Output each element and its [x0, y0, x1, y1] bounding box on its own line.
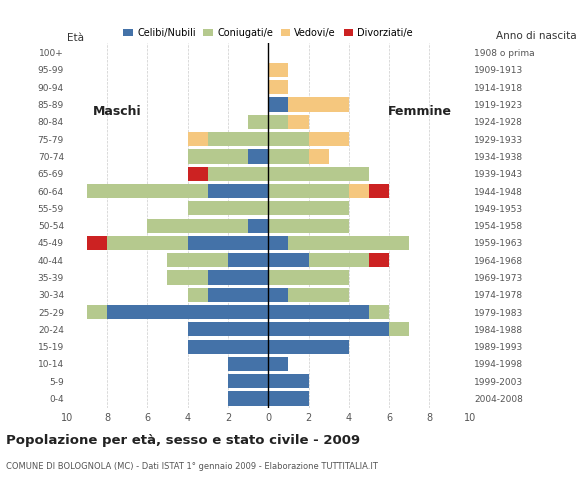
Bar: [228, 253, 268, 267]
Bar: [288, 115, 309, 129]
Bar: [188, 201, 268, 216]
Bar: [208, 184, 268, 198]
Bar: [268, 218, 349, 233]
Bar: [188, 236, 268, 250]
Bar: [228, 391, 268, 406]
Bar: [87, 236, 107, 250]
Bar: [309, 149, 329, 164]
Bar: [288, 97, 349, 112]
Bar: [369, 305, 389, 319]
Bar: [168, 253, 228, 267]
Bar: [87, 305, 107, 319]
Bar: [268, 201, 349, 216]
Bar: [168, 270, 208, 285]
Bar: [248, 149, 268, 164]
Bar: [268, 339, 349, 354]
Bar: [268, 149, 309, 164]
Bar: [268, 288, 288, 302]
Bar: [268, 63, 288, 77]
Bar: [369, 253, 389, 267]
Bar: [288, 236, 409, 250]
Bar: [208, 270, 268, 285]
Bar: [268, 80, 288, 95]
Legend: Celibi/Nubili, Coniugati/e, Vedovi/e, Divorziati/e: Celibi/Nubili, Coniugati/e, Vedovi/e, Di…: [119, 24, 417, 42]
Text: Femmine: Femmine: [387, 105, 451, 118]
Bar: [309, 253, 369, 267]
Bar: [107, 236, 188, 250]
Bar: [309, 132, 349, 146]
Bar: [188, 339, 268, 354]
Bar: [288, 288, 349, 302]
Text: Anno di nascita: Anno di nascita: [496, 31, 577, 41]
Bar: [208, 288, 268, 302]
Bar: [268, 132, 309, 146]
Bar: [208, 167, 268, 181]
Bar: [188, 149, 248, 164]
Bar: [268, 322, 389, 336]
Bar: [268, 236, 288, 250]
Bar: [268, 374, 309, 388]
Bar: [107, 305, 268, 319]
Bar: [268, 167, 369, 181]
Bar: [268, 97, 288, 112]
Bar: [349, 184, 369, 198]
Bar: [188, 322, 268, 336]
Bar: [268, 357, 288, 371]
Text: COMUNE DI BOLOGNOLA (MC) - Dati ISTAT 1° gennaio 2009 - Elaborazione TUTTITALIA.: COMUNE DI BOLOGNOLA (MC) - Dati ISTAT 1°…: [6, 462, 378, 471]
Bar: [87, 184, 208, 198]
Text: Età: Età: [67, 33, 84, 43]
Bar: [188, 167, 208, 181]
Bar: [228, 357, 268, 371]
Bar: [268, 184, 349, 198]
Bar: [268, 305, 369, 319]
Bar: [188, 288, 208, 302]
Bar: [389, 322, 409, 336]
Bar: [248, 218, 268, 233]
Text: Popolazione per età, sesso e stato civile - 2009: Popolazione per età, sesso e stato civil…: [6, 434, 360, 447]
Bar: [188, 132, 208, 146]
Text: Maschi: Maschi: [93, 105, 142, 118]
Bar: [369, 184, 389, 198]
Bar: [268, 270, 349, 285]
Bar: [147, 218, 248, 233]
Bar: [268, 391, 309, 406]
Bar: [268, 253, 309, 267]
Bar: [248, 115, 268, 129]
Bar: [208, 132, 268, 146]
Bar: [228, 374, 268, 388]
Bar: [268, 115, 288, 129]
